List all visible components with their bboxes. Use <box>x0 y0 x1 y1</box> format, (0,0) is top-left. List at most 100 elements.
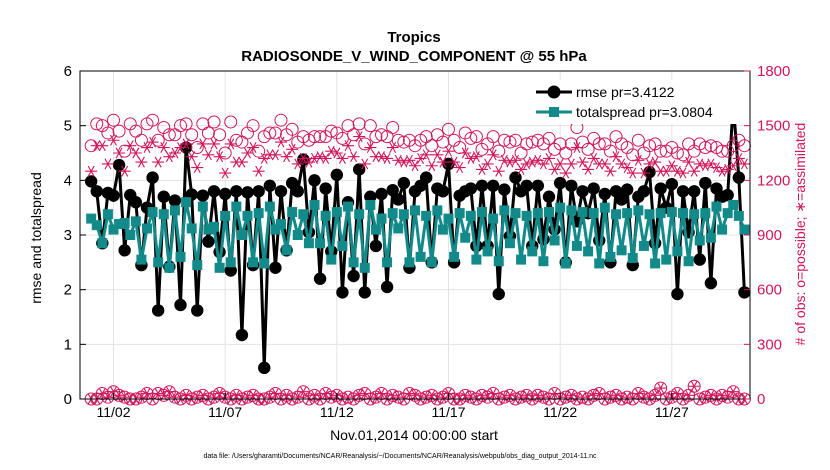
point-totalspread <box>627 252 638 263</box>
point-obs-open-circle <box>207 115 221 129</box>
point-obs-star <box>448 156 461 168</box>
point-rejected-star <box>291 391 304 403</box>
point-rmse <box>498 183 511 196</box>
point-totalspread <box>97 238 108 249</box>
point-totalspread <box>499 205 510 216</box>
point-totalspread <box>264 201 275 212</box>
point-totalspread <box>465 210 476 221</box>
point-rmse <box>671 287 684 301</box>
point-obs-star <box>598 158 611 170</box>
point-rmse <box>336 286 349 299</box>
point-obs-star <box>732 152 745 164</box>
point-rmse <box>258 361 271 375</box>
point-totalspread <box>672 246 683 257</box>
point-obs-star <box>180 138 193 150</box>
point-obs-star <box>492 165 505 177</box>
point-obs-star <box>185 151 198 163</box>
point-obs-star <box>269 149 282 161</box>
point-rmse <box>721 188 734 202</box>
point-obs-open-circle <box>285 122 299 136</box>
point-obs-star <box>649 156 662 168</box>
point-totalspread <box>477 207 487 218</box>
point-rejected-star <box>688 380 701 392</box>
point-obs-star <box>168 147 181 159</box>
point-obs-star <box>682 156 695 168</box>
point-totalspread <box>303 238 314 249</box>
point-obs-open-circle <box>464 131 478 145</box>
point-totalspread <box>700 208 711 219</box>
point-rmse <box>308 174 321 187</box>
point-rejected-star <box>593 388 606 400</box>
point-obs-open-circle <box>134 133 148 147</box>
point-totalspread <box>370 224 381 235</box>
point-rmse <box>654 182 667 195</box>
point-obs-star <box>604 165 617 177</box>
point-obs-star <box>146 136 159 148</box>
point-obs-star <box>213 151 226 163</box>
point-obs-star <box>677 167 689 179</box>
point-totalspread <box>276 219 286 230</box>
point-obs-star <box>570 142 583 154</box>
point-obs-star <box>420 149 433 161</box>
point-rmse <box>129 196 143 209</box>
point-totalspread <box>365 199 376 210</box>
point-obs-star <box>353 131 366 143</box>
point-rmse <box>732 171 746 184</box>
y-tick-label: 5 <box>64 118 72 135</box>
y-tick-label: 1 <box>64 336 72 353</box>
point-rmse <box>313 272 327 285</box>
point-totalspread <box>443 213 454 224</box>
point-totalspread <box>298 209 309 220</box>
point-totalspread <box>242 210 253 221</box>
point-totalspread <box>666 207 677 218</box>
point-totalspread <box>616 245 627 256</box>
point-totalspread <box>683 256 694 267</box>
point-obs-star <box>548 163 561 175</box>
point-rmse <box>319 182 332 195</box>
point-obs-star <box>476 163 488 175</box>
point-totalspread <box>733 210 744 221</box>
y-tick-label: 2 <box>64 282 72 299</box>
point-totalspread <box>270 224 281 235</box>
point-rmse <box>436 185 450 198</box>
point-obs-open-circle <box>391 133 405 147</box>
point-rmse <box>704 276 718 290</box>
point-rmse <box>196 189 210 202</box>
point-rmse <box>648 237 662 250</box>
point-obs-open-circle <box>196 117 210 131</box>
point-rmse <box>202 235 215 248</box>
point-totalspread <box>689 209 700 220</box>
point-obs-star <box>275 136 287 148</box>
point-obs-open-circle <box>559 146 573 160</box>
point-obs-open-circle <box>358 137 372 151</box>
point-obs-open-circle <box>369 130 383 144</box>
point-rmse <box>509 171 522 184</box>
point-obs-open-circle <box>442 122 455 136</box>
plot-marks <box>84 97 751 406</box>
point-totalspread <box>471 254 482 265</box>
point-totalspread <box>599 202 610 213</box>
y2-axis-label: # of obs: o=possible; ∗=assimilated <box>792 123 808 346</box>
point-totalspread <box>728 199 739 210</box>
point-obs-open-circle <box>308 130 321 144</box>
point-rmse <box>542 190 556 203</box>
point-totalspread <box>605 251 616 262</box>
point-rmse <box>693 253 706 266</box>
point-obs-open-circle <box>631 133 645 147</box>
point-totalspread <box>331 207 342 218</box>
x-tick-label: 11/07 <box>208 404 242 420</box>
point-obs-star <box>235 156 248 168</box>
y2-tick-label: 600 <box>757 282 782 299</box>
point-obs-open-circle <box>252 144 266 158</box>
point-obs-open-circle <box>564 137 578 151</box>
point-rmse <box>380 280 394 294</box>
point-obs-star <box>481 158 494 170</box>
point-totalspread <box>220 210 231 221</box>
point-totalspread <box>437 224 448 235</box>
point-totalspread <box>404 257 415 268</box>
point-totalspread <box>655 208 666 219</box>
point-obs-star <box>381 152 394 164</box>
point-obs-star <box>453 162 466 174</box>
y2-tick-label: 0 <box>757 391 765 408</box>
point-totalspread <box>661 254 672 265</box>
